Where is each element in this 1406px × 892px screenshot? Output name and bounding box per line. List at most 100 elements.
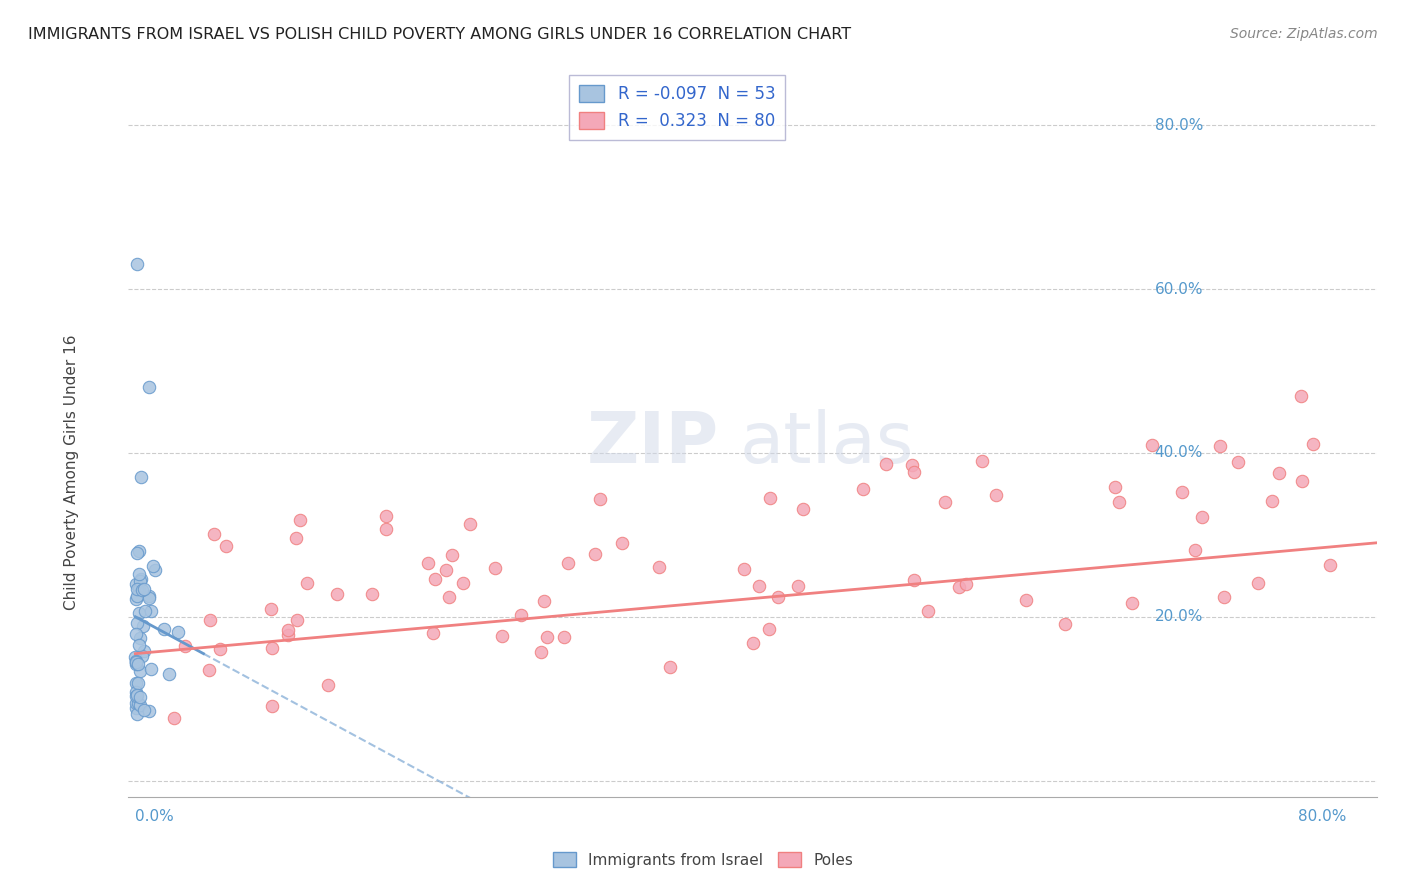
Point: [128, 574, 150, 589]
Point: [451, 576, 474, 591]
Text: 60.0%: 60.0%: [1154, 282, 1204, 296]
Point: [260, 602, 283, 616]
Point: [423, 572, 446, 586]
Point: [1121, 596, 1143, 610]
Point: [157, 667, 180, 681]
Point: [198, 663, 221, 677]
Point: [125, 676, 148, 690]
Point: [1209, 439, 1232, 453]
Point: [1227, 454, 1250, 468]
Point: [288, 513, 311, 527]
Point: [852, 482, 875, 496]
Point: [458, 516, 481, 531]
Point: [284, 531, 307, 545]
Point: [748, 579, 770, 593]
Point: [374, 508, 396, 523]
Point: [1291, 474, 1313, 488]
Point: [141, 662, 163, 676]
Point: [128, 606, 150, 620]
Point: [901, 458, 924, 472]
Point: [277, 628, 299, 642]
Point: [215, 539, 238, 553]
Point: [125, 707, 148, 722]
Point: [124, 654, 146, 668]
Point: [138, 589, 160, 603]
Point: [131, 649, 153, 664]
Point: [125, 616, 148, 631]
Point: [132, 619, 155, 633]
Point: [792, 501, 814, 516]
Point: [125, 689, 148, 703]
Point: [326, 587, 349, 601]
Point: [1108, 495, 1130, 509]
Point: [125, 685, 148, 699]
Point: [125, 546, 148, 560]
Point: [510, 607, 533, 622]
Point: [1054, 617, 1077, 632]
Point: [127, 582, 149, 596]
Point: [260, 641, 283, 656]
Point: [533, 594, 555, 608]
Point: [434, 563, 457, 577]
Point: [277, 623, 299, 637]
Point: [128, 698, 150, 712]
Point: [437, 590, 460, 604]
Point: [285, 614, 308, 628]
Point: [139, 604, 162, 618]
Point: [934, 494, 956, 508]
Point: [1302, 436, 1324, 450]
Text: 20.0%: 20.0%: [1154, 609, 1204, 624]
Point: [758, 622, 780, 636]
Point: [125, 657, 148, 672]
Point: [202, 526, 225, 541]
Point: [138, 380, 160, 394]
Point: [127, 675, 149, 690]
Point: [128, 631, 150, 645]
Point: [125, 627, 148, 641]
Point: [138, 704, 160, 718]
Point: [530, 645, 553, 659]
Point: [316, 678, 339, 692]
Point: [124, 655, 146, 669]
Point: [557, 557, 579, 571]
Point: [129, 572, 152, 586]
Point: [128, 690, 150, 705]
Point: [262, 699, 284, 714]
Point: [131, 583, 153, 598]
Point: [768, 590, 790, 604]
Point: [131, 470, 153, 484]
Point: [741, 636, 763, 650]
Point: [955, 576, 977, 591]
Point: [134, 604, 156, 618]
Point: [948, 580, 970, 594]
Point: [128, 664, 150, 678]
Point: [143, 563, 166, 577]
Point: [1104, 480, 1126, 494]
Point: [903, 574, 925, 588]
Point: [659, 660, 682, 674]
Point: [647, 559, 669, 574]
Point: [124, 649, 146, 664]
Point: [198, 613, 221, 627]
Point: [125, 592, 148, 607]
Point: [1184, 543, 1206, 558]
Point: [127, 696, 149, 710]
Point: [787, 579, 810, 593]
Text: 0.0%: 0.0%: [135, 809, 174, 824]
Point: [1319, 558, 1341, 573]
Point: [416, 556, 439, 570]
Text: Source: ZipAtlas.com: Source: ZipAtlas.com: [1230, 27, 1378, 41]
Text: atlas: atlas: [740, 409, 914, 477]
Point: [970, 454, 993, 468]
Point: [903, 465, 925, 479]
Point: [1247, 576, 1270, 591]
Point: [1014, 592, 1036, 607]
Point: [209, 642, 232, 657]
Point: [612, 535, 634, 549]
Point: [984, 488, 1007, 502]
Point: [128, 544, 150, 558]
Point: [128, 566, 150, 581]
Point: [491, 629, 513, 643]
Text: 80.0%: 80.0%: [1298, 809, 1347, 824]
Point: [125, 576, 148, 591]
